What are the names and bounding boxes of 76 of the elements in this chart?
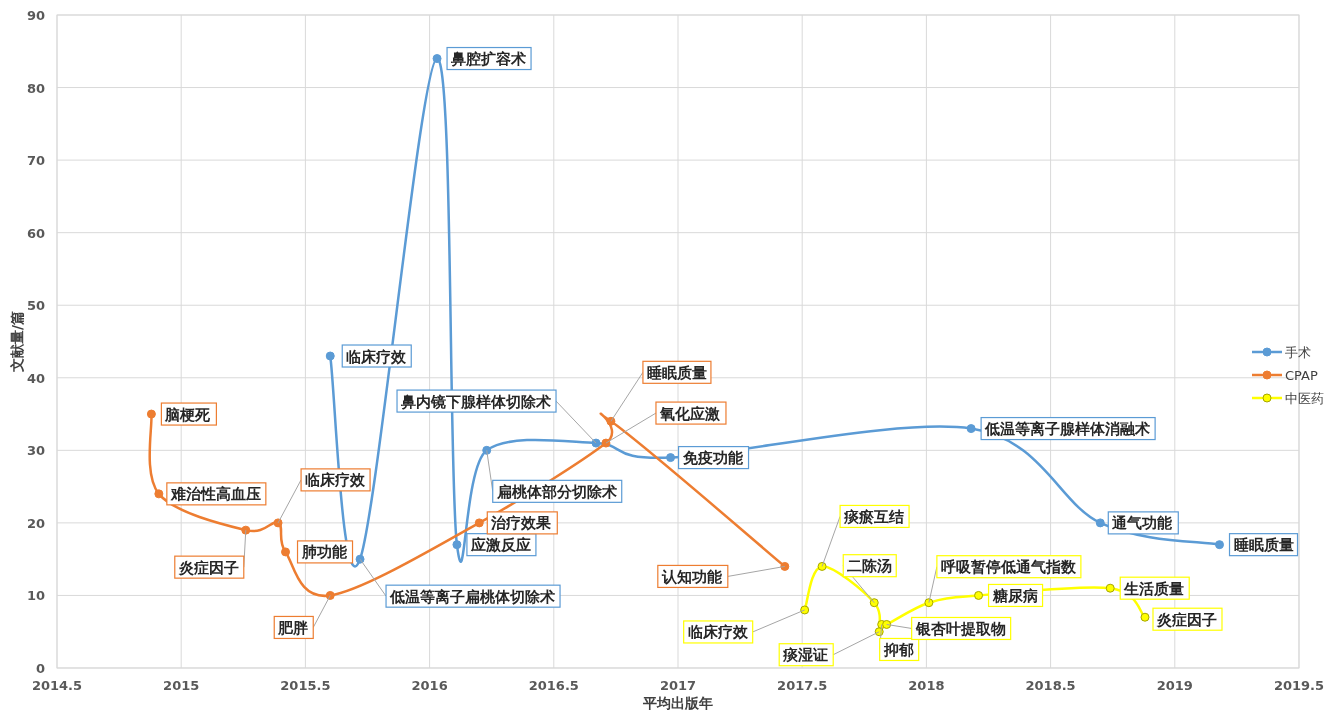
- annotation: 低温等离子扁桃体切除术: [389, 587, 556, 606]
- legend-label: 手术: [1285, 345, 1311, 360]
- point: [432, 54, 442, 64]
- annotation: 认知功能: [660, 567, 723, 586]
- annotation: 生活质量: [1123, 579, 1185, 598]
- annotation: 银杏叶提取物: [914, 619, 1006, 638]
- annotation: 免疫功能: [681, 449, 744, 468]
- annotation: 临床疗效: [687, 623, 749, 642]
- annotation: 扁桃体部分切除术: [495, 482, 617, 501]
- y-tick-label: 30: [26, 443, 45, 459]
- x-tick-label: 2018: [908, 678, 945, 693]
- x-tick-label: 2018.5: [1025, 678, 1076, 693]
- point: [154, 489, 164, 499]
- x-tick-label: 2019: [1156, 678, 1193, 693]
- point: [241, 525, 251, 535]
- point: [966, 424, 976, 434]
- legend-label: CPAP: [1285, 368, 1318, 383]
- y-tick-label: 60: [26, 225, 45, 241]
- annotation: 肺功能: [300, 543, 348, 562]
- annotation: 临床疗效: [305, 471, 367, 490]
- annotation: 炎症因子: [177, 558, 239, 577]
- y-tick-label: 80: [26, 80, 45, 96]
- annotation: 睡眠质量: [1233, 536, 1294, 555]
- annotation: 痰湿证: [782, 646, 829, 665]
- point: [591, 438, 601, 448]
- annotation: 痰瘀互结: [843, 507, 905, 526]
- x-tick-label: 2015.5: [280, 678, 331, 693]
- point: [474, 518, 484, 528]
- x-axis-title: 平均出版年: [642, 695, 713, 711]
- x-tick-label: 2014.5: [31, 678, 83, 693]
- x-tick-label: 2017.5: [777, 678, 828, 693]
- y-tick-label: 40: [26, 370, 45, 386]
- point: [601, 438, 611, 448]
- x-tick-label: 2019.5: [1273, 678, 1325, 693]
- annotation: 脑梗死: [164, 405, 212, 424]
- point: [974, 590, 984, 600]
- annotation: 二陈汤: [847, 557, 893, 576]
- point: [281, 547, 291, 557]
- annotation: 低温等离子腺样体消融术: [984, 420, 1151, 439]
- point: [1140, 612, 1150, 622]
- point: [1105, 583, 1115, 593]
- y-tick-label: 50: [26, 298, 45, 314]
- point: [869, 598, 879, 608]
- y-tick-label: 0: [35, 661, 45, 676]
- annotation: 睡眠质量: [646, 363, 707, 382]
- point: [666, 453, 676, 463]
- x-tick-label: 2015: [163, 678, 200, 693]
- annotation: 鼻腔扩容术: [450, 50, 527, 69]
- annotation: 难治性高血压: [169, 485, 261, 504]
- annotation: 治疗效果: [490, 514, 553, 533]
- annotation: 鼻内镜下腺样体切除术: [400, 392, 552, 411]
- x-tick-label: 2017: [659, 678, 697, 693]
- annotation: 肥胖: [277, 618, 309, 637]
- legend-label: 中医药: [1285, 391, 1324, 406]
- point: [273, 518, 283, 528]
- annotation: 抑郁: [882, 640, 914, 659]
- point: [146, 409, 156, 419]
- annotation: 氧化应激: [658, 404, 721, 423]
- annotation: 通气功能: [1111, 514, 1174, 533]
- point: [1095, 518, 1105, 528]
- annotation: 临床疗效: [346, 347, 408, 366]
- annotation: 炎症因子: [1155, 610, 1217, 629]
- annotation: 糖尿病: [991, 586, 1038, 605]
- annotation: 应激反应: [469, 536, 531, 555]
- y-axis-title: 文献量/篇: [9, 310, 25, 374]
- point: [355, 554, 365, 564]
- point: [452, 540, 462, 550]
- y-tick-label: 10: [26, 588, 45, 604]
- y-tick-label: 90: [26, 8, 45, 23]
- point: [1215, 540, 1225, 550]
- y-tick-label: 20: [26, 515, 45, 531]
- x-tick-label: 2016: [411, 678, 448, 693]
- x-tick-label: 2016.5: [528, 678, 579, 693]
- y-tick-label: 70: [26, 153, 45, 169]
- annotation: 呼吸暂停低通气指数: [940, 558, 1077, 577]
- point: [325, 351, 335, 361]
